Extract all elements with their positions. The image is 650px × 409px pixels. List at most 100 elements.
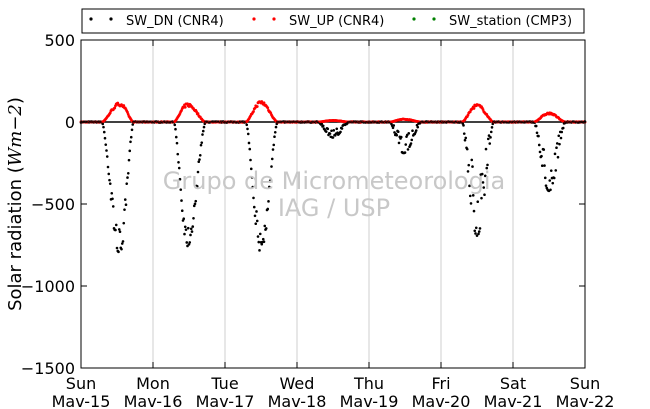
sw-dn-point	[123, 198, 127, 201]
sw-dn-point	[174, 135, 178, 139]
y-axis: −1500 −1000 −500 0 500	[21, 31, 585, 378]
x-tick-label-date: Mav-18	[268, 392, 327, 409]
sw-dn-point	[471, 194, 475, 197]
sw-dn-point	[537, 143, 541, 147]
sw-dn-point	[483, 174, 487, 178]
plot-area	[81, 40, 585, 368]
sw-dn-point	[174, 127, 177, 131]
y-tick-label: 0	[65, 113, 75, 132]
sw-dn-point	[194, 199, 198, 203]
sw-dn-point	[471, 165, 474, 168]
sw-dn-point	[128, 149, 132, 153]
sw-dn-point	[542, 148, 546, 151]
sw-dn-point	[263, 224, 267, 228]
sw-dn-point	[480, 172, 484, 176]
sw-dn-point	[257, 240, 261, 244]
sw-dn-point	[556, 155, 560, 159]
sw-dn-point	[201, 133, 204, 136]
sw-dn-point	[104, 143, 108, 146]
legend-marker-sw-station-1	[412, 17, 416, 21]
sw-dn-point	[250, 176, 254, 179]
sw-dn-point	[191, 225, 195, 228]
sw-dn-point	[534, 124, 538, 128]
sw-dn-point	[466, 170, 470, 173]
sw-dn-point	[488, 142, 492, 145]
sw-dn-point	[270, 165, 273, 168]
sw-dn-point	[106, 165, 110, 169]
sw-dn-point	[110, 191, 114, 195]
sw-dn-point	[332, 129, 336, 132]
legend: SW_DN (CNR4) SW_UP (CNR4) SW_station (CM…	[81, 8, 585, 34]
sw-dn-point	[180, 199, 183, 202]
sw-dn-point	[190, 230, 194, 233]
sw-dn-point	[125, 182, 129, 185]
sw-dn-point	[202, 125, 206, 129]
sw-dn-point	[330, 129, 333, 133]
sw-up-point	[108, 111, 112, 115]
sw-dn-point	[537, 134, 540, 138]
data-points	[79, 100, 587, 254]
sw-dn-point	[409, 142, 413, 145]
sw-dn-point	[555, 146, 558, 150]
sw-dn-point	[476, 200, 480, 203]
x-axis: SunMav-15MonMav-16TueMav-17WedMav-18ThuM…	[52, 40, 614, 409]
watermark: Grupo de Micrometeorologia IAG / USP	[163, 167, 505, 222]
sw-dn-point	[252, 205, 256, 209]
sw-dn-point	[464, 136, 468, 140]
y-axis-title-suffix: )	[5, 97, 26, 104]
sw-dn-point	[487, 134, 491, 137]
sw-dn-point	[126, 176, 129, 179]
sw-dn-point	[469, 202, 473, 205]
sw-dn-point	[123, 208, 126, 211]
sw-dn-point	[559, 136, 563, 140]
sw-dn-point	[180, 209, 184, 212]
sw-dn-point	[540, 164, 544, 167]
x-tick-label-day: Tue	[210, 374, 238, 393]
legend-label-sw-station: SW_station (CMP3)	[449, 14, 572, 29]
y-tick-label: −1500	[21, 359, 75, 378]
sw-dn-point	[552, 176, 556, 180]
sw-dn-point	[255, 210, 258, 213]
sw-dn-point	[416, 125, 420, 129]
sw-dn-point	[108, 182, 112, 185]
sw-up-point	[122, 104, 126, 107]
sw-dn-point	[111, 197, 114, 201]
sw-dn-point	[270, 157, 274, 161]
sw-dn-point	[129, 135, 133, 139]
sw-dn-point	[201, 129, 205, 133]
sw-up-point	[255, 105, 259, 108]
sw-dn-point	[339, 130, 342, 134]
sw-dn-point	[173, 123, 177, 127]
legend-entry-sw-dn: SW_DN (CNR4)	[89, 14, 224, 29]
sw-dn-point	[188, 241, 192, 244]
sw-dn-point	[463, 138, 467, 142]
sw-dn-point	[549, 169, 553, 172]
sw-dn-point	[324, 130, 328, 133]
sw-dn-point	[127, 158, 131, 162]
legend-marker-sw-up-1	[252, 17, 256, 21]
sw-dn-point	[103, 136, 107, 140]
sw-dn-point	[404, 143, 408, 146]
sw-dn-point	[105, 155, 109, 158]
sw-dn-point	[483, 193, 486, 197]
y-tick-label: −500	[31, 195, 75, 214]
sw-dn-point	[102, 130, 106, 134]
legend-entry-sw-up: SW_UP (CNR4)	[252, 14, 384, 29]
sw-dn-point	[186, 226, 190, 230]
sw-dn-point	[481, 181, 485, 184]
sw-up-point	[183, 105, 187, 109]
sw-dn-point	[396, 130, 400, 134]
sw-dn-point	[196, 170, 200, 174]
sw-dn-point	[560, 130, 564, 134]
sw-dn-point	[185, 241, 189, 244]
sw-dn-point	[477, 230, 481, 233]
sw-dn-point	[543, 176, 547, 180]
sw-dn-point	[258, 249, 261, 252]
sw-dn-point	[114, 228, 117, 232]
sw-dn-point	[554, 169, 558, 172]
legend-label-sw-up: SW_UP (CNR4)	[289, 14, 384, 29]
sw-dn-point	[177, 166, 181, 170]
sw-dn-point	[470, 158, 474, 162]
sw-dn-point	[269, 178, 273, 182]
